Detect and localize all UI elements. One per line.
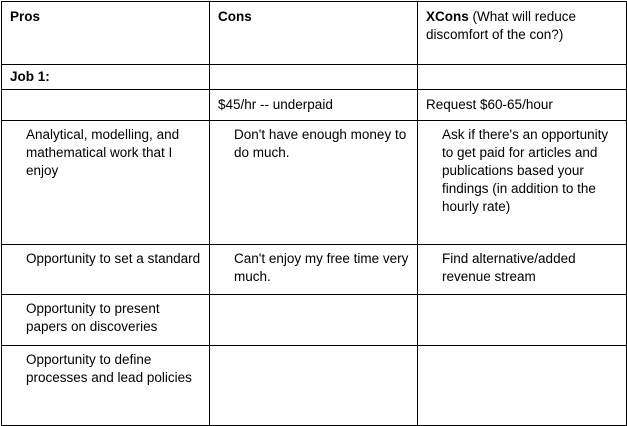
table-row: Analytical, modelling, and mathematical … bbox=[1, 120, 627, 245]
table-cell bbox=[417, 64, 627, 90]
xcons-cell: Ask if there's an opportunity to get pai… bbox=[417, 120, 627, 245]
pros-cell: Opportunity to present papers on discove… bbox=[1, 294, 210, 346]
cons-cell bbox=[209, 345, 418, 426]
job-label: Job 1: bbox=[10, 69, 50, 84]
pros-cell: Opportunity to define processes and lead… bbox=[1, 345, 210, 426]
header-pros: Pros bbox=[1, 1, 210, 65]
header-pros-label: Pros bbox=[10, 9, 41, 24]
header-xcons: XCons (What will reduce discomfort of th… bbox=[417, 1, 627, 65]
cons-cell: Can't enjoy my free time very much. bbox=[209, 244, 418, 295]
header-row: Pros Cons XCons (What will reduce discom… bbox=[1, 1, 627, 65]
cons-cell: $45/hr -- underpaid bbox=[209, 89, 418, 121]
header-xcons-description: (What will reduce discomfort of the con?… bbox=[426, 9, 577, 42]
table-row: Opportunity to define processes and lead… bbox=[1, 345, 627, 426]
job-row: Job 1: bbox=[1, 64, 627, 90]
table-row: Opportunity to present papers on discove… bbox=[1, 294, 627, 346]
table-row: $45/hr -- underpaid Request $60-65/hour bbox=[1, 89, 627, 121]
header-cons-label: Cons bbox=[218, 9, 252, 24]
pros-cell bbox=[1, 89, 210, 121]
header-xcons-label: XCons bbox=[426, 9, 469, 24]
table-row: Opportunity to set a standard Can't enjo… bbox=[1, 244, 627, 295]
job-label-cell: Job 1: bbox=[1, 64, 210, 90]
xcons-cell: Request $60-65/hour bbox=[417, 89, 627, 121]
xcons-cell bbox=[417, 294, 627, 346]
header-cons: Cons bbox=[209, 1, 418, 65]
table-cell bbox=[209, 64, 418, 90]
xcons-cell: Find alternative/added revenue stream bbox=[417, 244, 627, 295]
xcons-cell bbox=[417, 345, 627, 426]
cons-cell bbox=[209, 294, 418, 346]
pros-cell: Opportunity to set a standard bbox=[1, 244, 210, 295]
pros-cell: Analytical, modelling, and mathematical … bbox=[1, 120, 210, 245]
cons-cell: Don't have enough money to do much. bbox=[209, 120, 418, 245]
